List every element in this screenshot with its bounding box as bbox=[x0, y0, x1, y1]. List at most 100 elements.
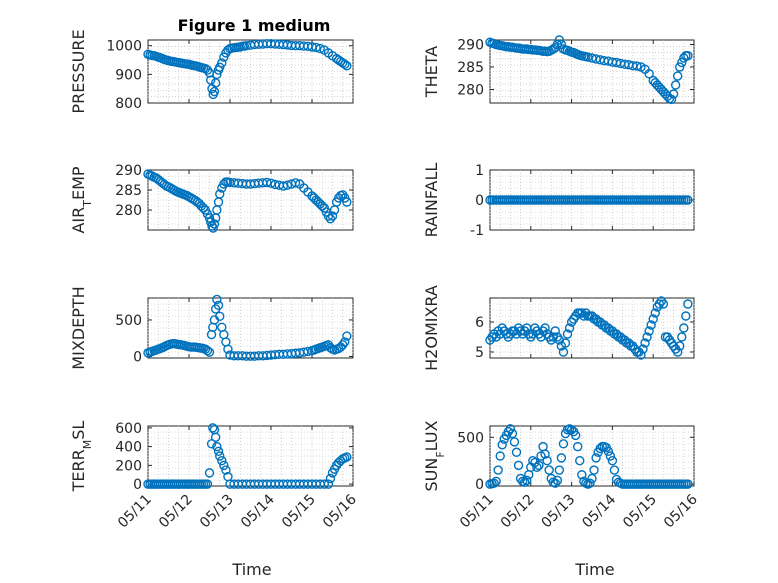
data-point bbox=[638, 344, 648, 354]
data-point bbox=[204, 468, 215, 478]
subplot-theta: 280 285 290 THETA bbox=[422, 35, 695, 105]
x-axis-label-left: Time bbox=[231, 560, 271, 579]
subplots-layer: 800 900 1000 PRESSURE 280 285 290 THETA 280 285 29… bbox=[69, 29, 701, 531]
data-point bbox=[340, 337, 350, 347]
subplot-terr-msl: 0 200 400 600 05/11 05/12 05/13 05/14 05/15 05/16… bbox=[69, 421, 360, 532]
data-point bbox=[556, 453, 567, 463]
data-point bbox=[681, 311, 691, 321]
y-axis-label: TERRMSL bbox=[69, 421, 94, 493]
data-point bbox=[202, 479, 213, 489]
x-tick-label: 05/16 bbox=[661, 491, 701, 531]
y-tick-label: 500 bbox=[457, 430, 484, 446]
data-point bbox=[509, 437, 520, 447]
subplot-h2omixra: 5 6 H2OMIXRA bbox=[422, 285, 695, 371]
data-point bbox=[209, 219, 220, 229]
data-point bbox=[290, 178, 301, 188]
data-point bbox=[282, 180, 293, 190]
data-point bbox=[505, 424, 516, 434]
data-point bbox=[213, 300, 224, 311]
y-tick-label: 290 bbox=[115, 163, 142, 179]
data-series bbox=[485, 195, 693, 205]
data-point bbox=[206, 439, 217, 449]
data-point bbox=[605, 451, 616, 461]
data-point bbox=[562, 329, 573, 339]
data-point bbox=[672, 71, 683, 81]
y-tick-label: 0 bbox=[133, 350, 142, 366]
data-series bbox=[485, 424, 693, 489]
y-tick-label: 280 bbox=[457, 83, 484, 99]
data-point bbox=[591, 453, 601, 463]
data-point bbox=[558, 439, 569, 449]
y-tick-label: 290 bbox=[457, 38, 484, 54]
x-tick-label: 05/12 bbox=[156, 492, 196, 532]
data-point bbox=[603, 446, 614, 457]
y-axis-label: SUNFLUX bbox=[422, 420, 447, 491]
data-point bbox=[675, 62, 685, 72]
data-point bbox=[491, 476, 501, 487]
data-point bbox=[683, 299, 693, 309]
data-point bbox=[489, 478, 499, 488]
data-point bbox=[560, 338, 571, 348]
data-point bbox=[215, 311, 225, 321]
x-tick-label: 05/13 bbox=[197, 492, 237, 532]
data-point bbox=[219, 52, 229, 62]
data-point bbox=[217, 58, 227, 68]
x-axis-label-right: Time bbox=[574, 560, 614, 579]
grid-lines bbox=[489, 298, 695, 358]
data-point bbox=[513, 460, 524, 471]
data-point bbox=[564, 323, 575, 333]
data-point bbox=[644, 326, 654, 336]
data-point bbox=[607, 455, 618, 466]
data-point bbox=[532, 462, 542, 472]
data-point bbox=[542, 455, 552, 466]
data-point bbox=[323, 211, 334, 221]
data-point bbox=[587, 473, 597, 484]
y-axis-label: RAINFALL bbox=[422, 163, 441, 238]
data-point bbox=[210, 432, 221, 442]
data-point bbox=[215, 451, 225, 461]
y-tick-label: 0 bbox=[475, 477, 484, 493]
y-tick-label: 1000 bbox=[106, 39, 142, 55]
data-point bbox=[204, 347, 215, 357]
data-point bbox=[642, 332, 652, 342]
data-point bbox=[609, 465, 620, 475]
data-point bbox=[327, 211, 338, 221]
data-point bbox=[319, 479, 329, 489]
x-tick-label: 05/11 bbox=[457, 492, 497, 532]
data-point bbox=[342, 331, 352, 341]
subplot-sun-flux: 0 500 05/11 05/12 05/13 05/14 05/15 05/16 SUNFLU… bbox=[422, 420, 701, 531]
data-point bbox=[636, 350, 646, 360]
y-axis-label: THETA bbox=[422, 46, 441, 98]
y-tick-label: 0 bbox=[133, 477, 142, 493]
subplot-rainfall: -1 0 1 RAINFALL bbox=[422, 163, 695, 239]
data-point bbox=[550, 478, 560, 488]
data-point bbox=[325, 214, 336, 224]
subplot-air-temp: 280 285 290 AIRTEMP bbox=[69, 163, 354, 234]
data-point bbox=[646, 320, 656, 330]
y-axis-label: PRESSURE bbox=[69, 29, 88, 113]
y-tick-label: 800 bbox=[115, 96, 142, 112]
data-point bbox=[311, 42, 321, 53]
y-tick-label: 285 bbox=[457, 60, 484, 76]
y-tick-label: 900 bbox=[115, 67, 142, 83]
data-point bbox=[552, 39, 563, 50]
data-point bbox=[670, 80, 681, 90]
data-point bbox=[570, 430, 581, 441]
grid-lines bbox=[147, 298, 354, 358]
data-point bbox=[679, 323, 689, 333]
data-point bbox=[554, 35, 565, 45]
x-tick-label: 05/15 bbox=[279, 492, 319, 532]
x-tick-label: 05/12 bbox=[498, 492, 538, 532]
y-tick-label: 285 bbox=[115, 183, 142, 199]
data-point bbox=[668, 89, 679, 99]
data-series bbox=[143, 294, 352, 361]
data-series bbox=[143, 39, 352, 100]
data-point bbox=[544, 465, 554, 475]
data-point bbox=[683, 195, 693, 205]
y-tick-label: 280 bbox=[115, 203, 142, 219]
y-tick-label: 600 bbox=[115, 421, 142, 437]
data-point bbox=[323, 479, 334, 489]
data-point bbox=[213, 446, 224, 457]
x-tick-label: 05/14 bbox=[579, 491, 619, 531]
